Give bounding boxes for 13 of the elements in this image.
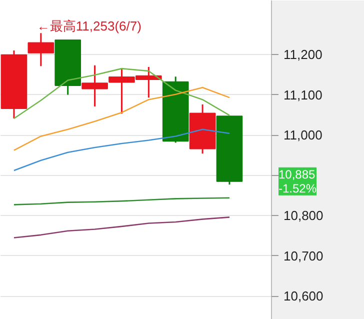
text: 10,885 -1.52% [278, 167, 317, 196]
line-series [13, 216, 230, 238]
y-tick-label: 10,800 [284, 208, 324, 224]
y-tick-label: 10,700 [284, 248, 324, 264]
annotation: ←最高11,253(6/7) [36, 18, 142, 34]
line-series [13, 197, 230, 206]
line-series [13, 68, 230, 120]
line-series [13, 86, 230, 151]
y-tick-label: 11,100 [284, 87, 322, 102]
line-series [13, 128, 230, 172]
y-tick-label: 11,200 [284, 46, 322, 62]
y-tick-label: 10,600 [284, 288, 324, 304]
y-tick-label: 11,000 [284, 128, 322, 143]
